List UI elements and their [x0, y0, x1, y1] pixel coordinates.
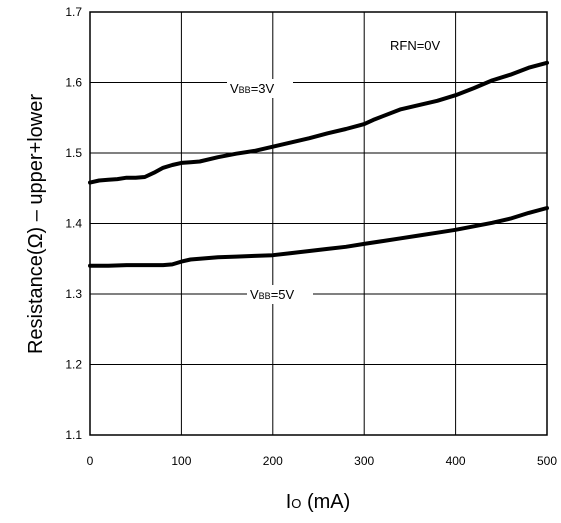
series-label-bg — [247, 285, 313, 304]
series-label-1: VBB=5V — [250, 287, 295, 302]
condition-annotation: RFN=0V — [390, 38, 441, 53]
x-axis-label-unit: (mA) — [301, 491, 350, 513]
series-line-1 — [88, 206, 549, 268]
x-tick-label: 100 — [171, 454, 191, 468]
y-tick-label: 1.1 — [65, 428, 82, 442]
x-axis-label-main: I — [286, 491, 292, 513]
y-tick-label: 1.4 — [65, 217, 82, 231]
series-label-main: V — [250, 287, 259, 302]
series-label-subscript: BB — [239, 85, 251, 95]
x-axis-label: IO (mA) — [286, 491, 351, 513]
y-axis-label: Resistance(Ω) – upper+lower — [25, 94, 47, 354]
x-tick-label: 400 — [446, 454, 466, 468]
y-tick-labels: 1.1 1.2 1.3 1.4 1.5 1.6 1.7 — [65, 5, 82, 442]
x-tick-label: 0 — [87, 454, 94, 468]
series-label-main: V — [230, 81, 239, 96]
x-axis-label-subscript: O — [291, 496, 301, 511]
series-lines — [88, 60, 549, 268]
y-tick-label: 1.2 — [65, 358, 82, 372]
series-label-0: VBB=3V — [230, 81, 275, 96]
series-label-subscript: BB — [259, 291, 271, 301]
y-tick-label: 1.7 — [65, 5, 82, 19]
x-tick-labels: 0 100 200 300 400 500 — [87, 454, 558, 468]
series-label-tail: =3V — [251, 81, 275, 96]
y-tick-label: 1.6 — [65, 76, 82, 90]
y-tick-label: 1.3 — [65, 287, 82, 301]
plot-frame — [89, 11, 548, 436]
series-label-tail: =5V — [271, 287, 295, 302]
x-tick-label: 300 — [354, 454, 374, 468]
series-line-0 — [88, 60, 549, 185]
x-tick-label: 200 — [263, 454, 283, 468]
x-tick-label: 500 — [537, 454, 557, 468]
y-tick-label: 1.5 — [65, 146, 82, 160]
series-label-bg — [227, 79, 293, 98]
